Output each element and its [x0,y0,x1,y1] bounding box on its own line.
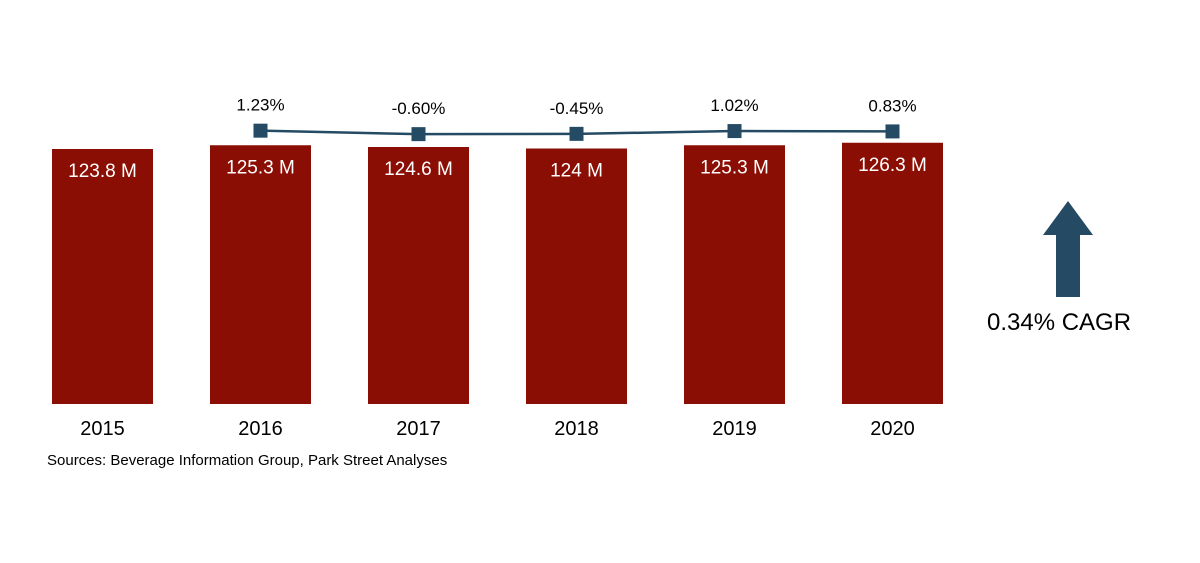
growth-label: 0.83% [868,96,916,115]
x-tick-label: 2019 [712,418,757,440]
growth-label: -0.60% [392,99,446,118]
growth-marker [727,124,742,139]
bar-value-label: 123.8 M [68,161,137,182]
bar-value-label: 124.6 M [384,159,453,180]
growth-label: 1.02% [710,96,758,115]
up-arrow-icon [1043,201,1093,297]
bar [684,145,785,404]
bar [210,145,311,404]
bar-value-label: 125.3 M [226,157,295,178]
growth-marker [885,124,900,139]
bar-value-label: 126.3 M [858,155,927,176]
x-tick-label: 2017 [396,418,441,440]
growth-marker [253,123,268,138]
x-tick-label: 2020 [870,418,915,440]
growth-label: 1.23% [236,96,284,115]
bar [52,149,153,404]
bar-value-label: 125.3 M [700,157,769,178]
bar-value-label: 124 M [550,161,603,182]
source-note: Sources: Beverage Information Group, Par… [47,452,448,469]
x-tick-label: 2015 [80,418,125,440]
bar [842,142,943,404]
bar [368,147,469,404]
bar [526,148,627,404]
cagr-label: 0.34% CAGR [987,309,1132,336]
x-tick-label: 2016 [238,418,283,440]
growth-label: -0.45% [550,99,604,118]
growth-marker [411,127,426,142]
x-tick-label: 2018 [554,418,599,440]
growth-marker [569,126,584,141]
